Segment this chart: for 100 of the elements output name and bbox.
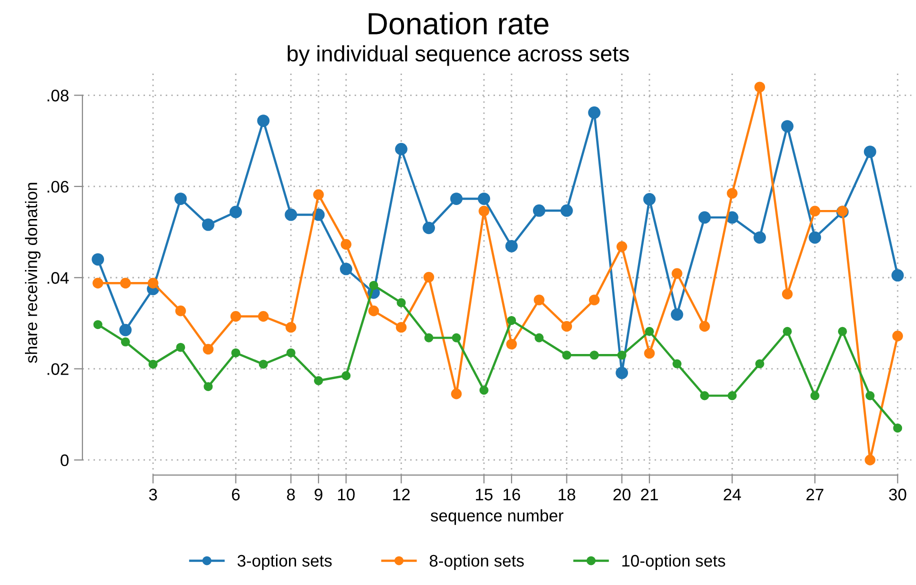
point — [781, 120, 794, 132]
x-tick-label: 6 — [232, 488, 240, 500]
point — [119, 324, 132, 336]
x-tick-label: 18 — [558, 488, 576, 500]
point — [342, 371, 351, 380]
point — [534, 294, 544, 306]
point — [590, 350, 599, 360]
point — [148, 360, 158, 369]
point — [396, 322, 407, 333]
y-tick-label: .08 — [48, 90, 69, 102]
point — [505, 240, 518, 252]
point — [286, 348, 296, 358]
point — [478, 192, 490, 205]
point — [424, 333, 434, 342]
x-tick-label: 27 — [806, 488, 824, 500]
point — [176, 342, 186, 352]
point — [810, 391, 820, 400]
point — [699, 321, 710, 332]
point — [258, 360, 268, 369]
legend-label: 10-option sets — [622, 554, 726, 570]
point — [148, 278, 158, 288]
point — [644, 326, 654, 336]
x-tick-label: 20 — [613, 488, 630, 500]
point — [561, 321, 572, 332]
legend-label: 3-option sets — [238, 554, 332, 570]
point — [422, 222, 435, 234]
x-tick-label: 9 — [314, 488, 322, 500]
point — [616, 366, 628, 380]
y-tick-label: .02 — [48, 363, 68, 376]
y-tick-label: 0 — [60, 454, 69, 466]
point — [340, 239, 352, 250]
point — [532, 204, 546, 217]
x-tick-label: 10 — [338, 488, 355, 500]
x-tick-label: 30 — [889, 488, 906, 500]
point — [754, 82, 766, 92]
x-tick-label: 24 — [724, 488, 741, 500]
point — [672, 359, 682, 368]
point — [864, 146, 876, 158]
point — [616, 241, 628, 252]
point — [423, 272, 434, 283]
point — [396, 298, 406, 308]
point — [202, 218, 214, 231]
y-tick-label: .04 — [48, 272, 69, 284]
point — [534, 333, 544, 342]
point — [754, 231, 766, 244]
point — [643, 193, 656, 206]
point — [728, 391, 737, 400]
x-axis-title: sequence number — [430, 509, 564, 525]
x-tick-label: 16 — [504, 488, 520, 500]
point — [204, 382, 213, 392]
point — [479, 386, 488, 395]
point — [258, 311, 269, 322]
point — [395, 142, 408, 156]
point — [451, 388, 462, 400]
point — [864, 454, 876, 466]
point — [588, 106, 600, 119]
point — [838, 326, 847, 336]
point — [257, 114, 270, 127]
point — [93, 320, 102, 330]
point — [560, 204, 573, 217]
point — [452, 333, 461, 342]
point — [644, 348, 655, 359]
point — [450, 192, 463, 205]
point — [755, 359, 764, 368]
point — [92, 253, 104, 266]
legend-label: 8-option sets — [430, 554, 524, 570]
x-tick-label: 12 — [393, 488, 410, 500]
point — [507, 316, 516, 325]
point — [202, 344, 214, 355]
point — [231, 348, 240, 358]
point — [562, 350, 572, 360]
y-tick-label: .06 — [48, 180, 69, 193]
point — [670, 308, 684, 321]
point — [284, 208, 298, 221]
point — [313, 189, 324, 200]
point — [174, 192, 187, 205]
point — [478, 206, 490, 216]
x-tick-label: 8 — [287, 488, 295, 500]
point — [369, 280, 378, 290]
point — [92, 278, 104, 288]
point — [892, 330, 903, 342]
point — [120, 278, 131, 288]
y-axis-title: share receiving donation — [24, 182, 41, 363]
point — [230, 206, 242, 218]
point — [808, 231, 822, 244]
point — [120, 337, 130, 346]
point — [175, 306, 186, 316]
point — [368, 306, 380, 316]
point — [782, 288, 793, 300]
point — [893, 424, 902, 433]
chart-title: Donation rate — [368, 12, 548, 35]
x-tick-label: 15 — [476, 488, 493, 500]
point — [286, 322, 296, 333]
x-tick-label: 21 — [641, 488, 658, 500]
point — [782, 326, 792, 336]
x-tick-label: 3 — [149, 488, 157, 500]
chart-subtitle: by individual sequence across sets — [288, 45, 629, 66]
point — [891, 269, 904, 282]
point — [866, 391, 875, 400]
point — [810, 206, 820, 216]
